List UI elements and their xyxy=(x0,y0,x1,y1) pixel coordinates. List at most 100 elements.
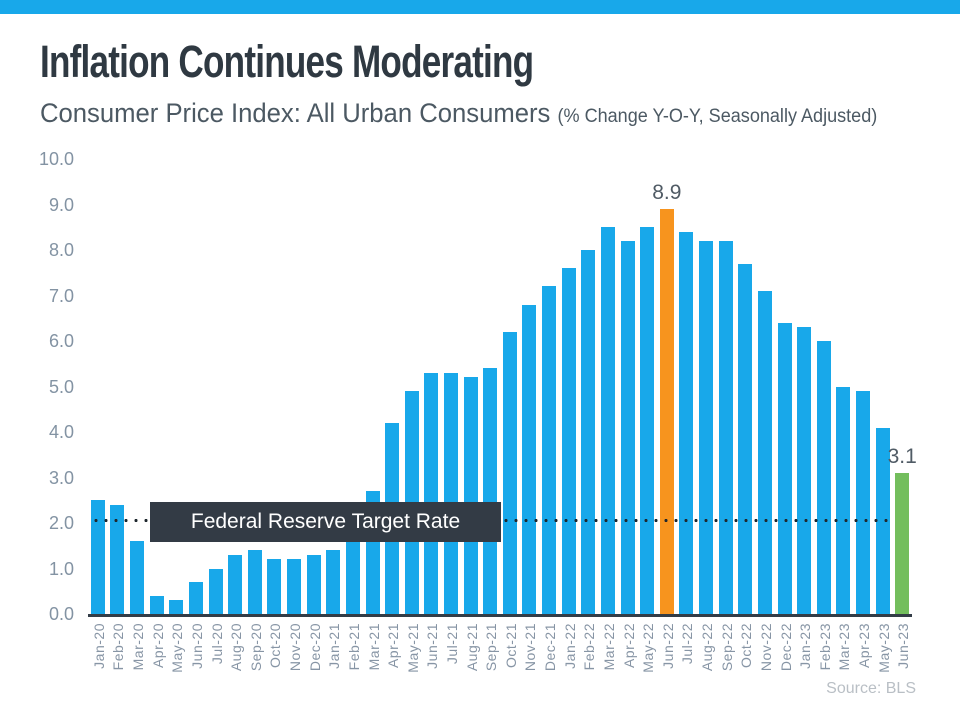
bar-Sep-22 xyxy=(718,240,733,614)
x-tick-label: Dec-22 xyxy=(777,623,794,672)
bar-Nov-21 xyxy=(522,304,537,614)
y-tick-label: 5.0 xyxy=(48,376,74,397)
bar-Jul-22 xyxy=(679,231,694,614)
bar-Apr-23 xyxy=(856,391,870,614)
x-tick-label: Feb-20 xyxy=(110,623,127,671)
x-tick-label: Aug-20 xyxy=(228,623,245,672)
bar-Sep-20 xyxy=(247,550,262,614)
bar-Mar-23 xyxy=(836,386,851,614)
bar-Aug-21 xyxy=(463,377,478,614)
bar-May-22 xyxy=(640,227,655,614)
x-tick-label: Nov-22 xyxy=(757,623,774,672)
bar-Jun-21 xyxy=(424,372,439,614)
x-tick-label: Aug-22 xyxy=(699,623,715,672)
bar-Apr-20 xyxy=(149,595,164,614)
bar-Dec-20 xyxy=(306,554,321,614)
bar-Feb-23 xyxy=(816,341,831,614)
x-tick-label: Jun-22 xyxy=(659,623,676,669)
x-tick-label: Jul-21 xyxy=(444,623,460,665)
bar-Jul-21 xyxy=(444,372,458,614)
bar-Feb-20 xyxy=(110,504,125,614)
chart-subtitle: Consumer Price Index: All Urban Consumer… xyxy=(40,98,877,129)
bar-Jan-20 xyxy=(90,500,105,614)
bar-Nov-22 xyxy=(757,290,772,614)
bar-Jun-23 xyxy=(895,472,910,614)
plot-area xyxy=(88,159,912,614)
y-tick-label: 2.0 xyxy=(48,513,74,533)
x-tick-label: Nov-20 xyxy=(287,623,303,672)
x-tick-label: Aug-21 xyxy=(463,623,480,672)
bar-Dec-21 xyxy=(542,286,556,614)
bar-Oct-21 xyxy=(502,331,517,614)
bar-Oct-20 xyxy=(267,559,282,614)
bar-Apr-22 xyxy=(620,240,635,614)
y-tick-label: 6.0 xyxy=(48,331,74,351)
x-tick-label: Mar-22 xyxy=(600,623,617,671)
y-tick-label: 9.0 xyxy=(48,194,74,215)
bar-Feb-21 xyxy=(345,536,360,614)
bar-Mar-22 xyxy=(600,227,615,614)
top-accent-band xyxy=(0,0,960,14)
x-tick-label: Jan-20 xyxy=(90,623,107,669)
x-tick-label: Sep-21 xyxy=(483,623,500,672)
y-tick-label: 0.0 xyxy=(48,604,74,624)
x-tick-label: Jun-23 xyxy=(895,623,912,669)
x-tick-label: Apr-20 xyxy=(149,623,166,669)
y-tick-label: 3.0 xyxy=(48,467,74,488)
x-tick-label: Apr-21 xyxy=(385,623,402,669)
x-tick-label: Jan-21 xyxy=(326,623,343,669)
bar-Aug-22 xyxy=(699,240,713,614)
y-tick-label: 7.0 xyxy=(48,285,74,306)
y-tick-label: 8.0 xyxy=(48,240,74,260)
x-tick-label: Sep-20 xyxy=(247,623,264,672)
bar-Nov-20 xyxy=(287,559,301,614)
y-tick-label: 4.0 xyxy=(48,422,74,442)
x-tick-label: May-21 xyxy=(404,623,421,673)
page-title: Inflation Continues Moderating xyxy=(40,36,534,87)
x-tick-label: Oct-21 xyxy=(502,623,519,669)
x-tick-label: Jul-20 xyxy=(208,623,225,665)
bar-Jan-22 xyxy=(561,268,576,614)
bar-Dec-22 xyxy=(777,322,792,614)
x-tick-label: Jan-23 xyxy=(797,623,814,669)
x-tick-label: Nov-21 xyxy=(522,623,539,672)
bar-Jun-22 xyxy=(659,209,674,614)
x-tick-label: Jun-21 xyxy=(424,623,441,669)
x-tick-label: Dec-20 xyxy=(306,623,323,672)
bar-Oct-22 xyxy=(738,263,753,614)
x-tick-label: May-20 xyxy=(169,623,186,673)
bar-May-20 xyxy=(169,600,184,614)
x-tick-label: Feb-22 xyxy=(581,623,598,671)
y-tick-label: 1.0 xyxy=(48,558,74,579)
x-tick-label: Apr-23 xyxy=(856,623,872,669)
x-tick-label: Jul-22 xyxy=(679,623,696,665)
x-tick-label: Apr-22 xyxy=(620,623,637,669)
bar-Jun-20 xyxy=(188,582,203,614)
source-note: Source: BLS xyxy=(826,680,916,697)
x-tick-label: Oct-22 xyxy=(738,623,755,669)
x-tick-label: Mar-21 xyxy=(365,623,382,671)
x-tick-label: Mar-20 xyxy=(130,623,146,671)
bar-Jul-20 xyxy=(208,568,223,614)
bar-Aug-20 xyxy=(228,554,243,614)
subtitle-note: (% Change Y-O-Y, Seasonally Adjusted) xyxy=(557,106,878,127)
x-tick-label: Oct-20 xyxy=(267,623,284,669)
y-tick-label: 10.0 xyxy=(38,149,74,169)
x-tick-label: May-22 xyxy=(640,623,657,673)
x-tick-label: Feb-23 xyxy=(816,623,833,671)
target-rate-label: Federal Reserve Target Rate xyxy=(150,502,501,542)
subtitle-main: Consumer Price Index: All Urban Consumer… xyxy=(40,98,558,128)
x-tick-label: Jun-20 xyxy=(188,623,205,669)
bar-Jan-23 xyxy=(797,327,812,614)
bar-Feb-22 xyxy=(581,250,596,614)
x-tick-label: Jan-22 xyxy=(561,623,578,669)
x-tick-label: Dec-21 xyxy=(542,623,558,672)
x-tick-label: Feb-21 xyxy=(345,623,362,671)
x-tick-label: May-23 xyxy=(875,623,892,673)
x-tick-label: Sep-22 xyxy=(718,623,735,672)
bar-Sep-21 xyxy=(483,368,498,614)
x-axis-line xyxy=(88,614,912,617)
bar-Mar-20 xyxy=(130,541,144,614)
x-tick-label: Mar-23 xyxy=(836,623,853,671)
